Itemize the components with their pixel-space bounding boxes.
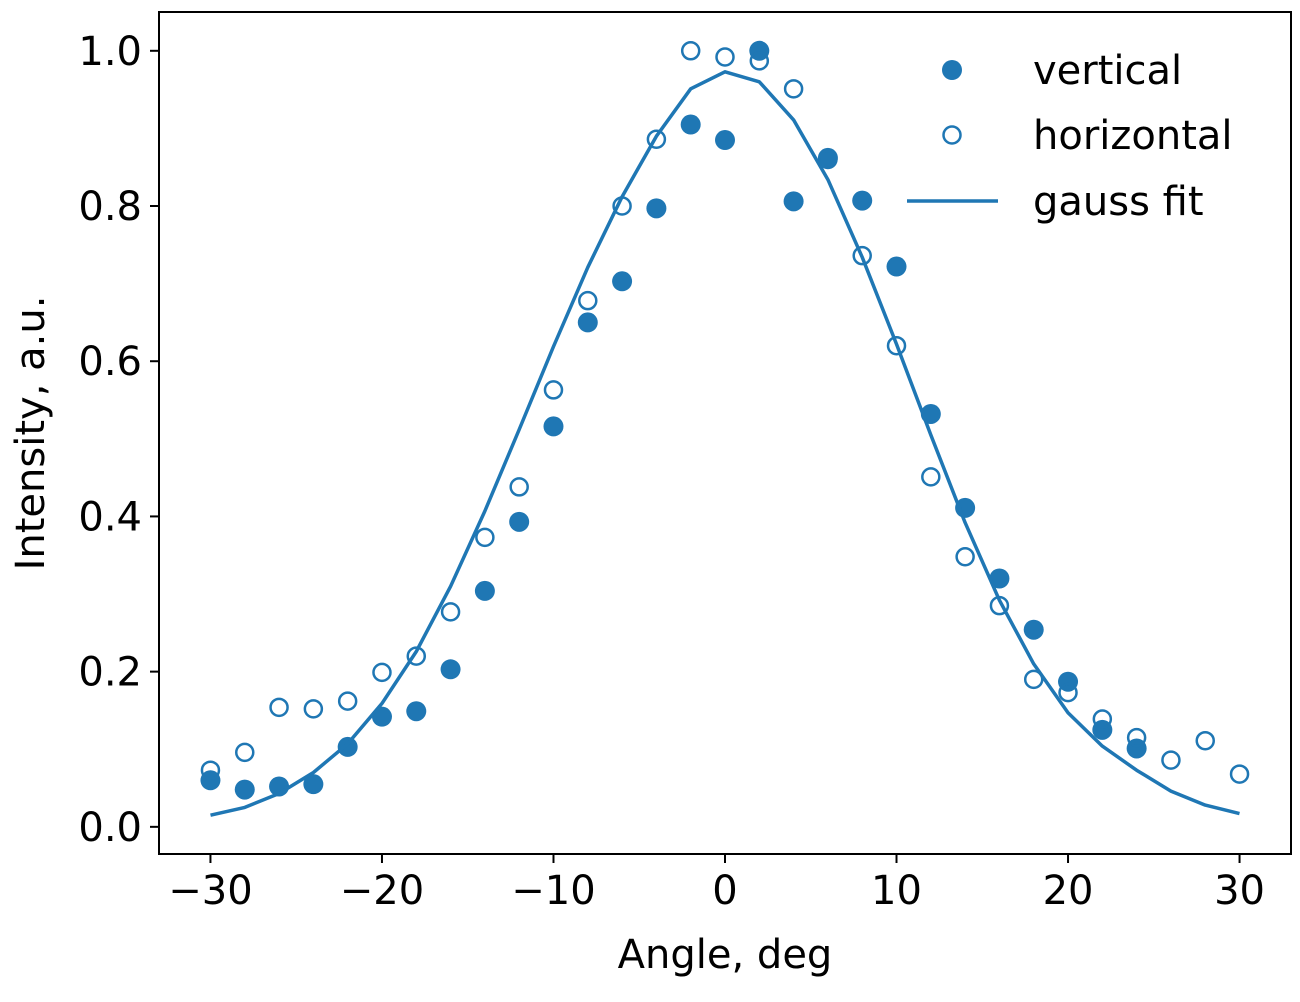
legend-label-gauss-fit: gauss fit bbox=[1033, 179, 1204, 225]
x-axis-ticks: −30 −20 −10 0 10 20 30 bbox=[168, 854, 1265, 914]
point-horizontal bbox=[646, 129, 667, 150]
y-tick-label: 0.6 bbox=[78, 339, 142, 385]
point-horizontal bbox=[406, 646, 427, 666]
series-line-gauss-fit bbox=[210, 70, 1240, 817]
point-horizontal bbox=[303, 699, 324, 719]
point-horizontal bbox=[235, 742, 255, 763]
point-vertical bbox=[543, 416, 564, 437]
point-horizontal bbox=[1023, 669, 1044, 690]
legend: vertical horizontal gauss fit bbox=[907, 48, 1233, 225]
point-vertical bbox=[303, 774, 324, 795]
y-axis-ticks: 0.0 0.2 0.4 0.6 0.8 1.0 bbox=[78, 29, 159, 851]
point-vertical bbox=[886, 256, 907, 277]
point-horizontal bbox=[783, 79, 804, 99]
point-horizontal bbox=[680, 41, 701, 61]
point-horizontal bbox=[886, 335, 907, 356]
point-vertical bbox=[715, 130, 735, 151]
point-horizontal bbox=[372, 662, 392, 683]
point-horizontal bbox=[818, 149, 838, 170]
point-vertical bbox=[852, 190, 873, 211]
y-axis-title: Intensity, a.u. bbox=[8, 296, 54, 571]
point-vertical bbox=[680, 114, 701, 135]
y-tick-label: 1.0 bbox=[78, 29, 142, 75]
point-vertical bbox=[200, 770, 221, 791]
point-vertical bbox=[989, 568, 1010, 589]
point-horizontal bbox=[955, 547, 975, 567]
point-vertical bbox=[646, 198, 667, 219]
point-horizontal bbox=[509, 477, 529, 497]
point-horizontal bbox=[1058, 682, 1078, 703]
point-horizontal bbox=[543, 380, 564, 400]
x-tick-label: −20 bbox=[340, 868, 424, 914]
point-horizontal bbox=[200, 760, 221, 780]
point-vertical bbox=[577, 312, 598, 333]
point-vertical bbox=[474, 580, 495, 601]
y-tick-label: 0.4 bbox=[78, 494, 142, 540]
point-vertical bbox=[509, 511, 530, 532]
point-vertical bbox=[749, 40, 770, 61]
point-horizontal bbox=[852, 245, 872, 266]
point-horizontal bbox=[1229, 764, 1250, 784]
point-horizontal bbox=[1092, 709, 1113, 729]
x-axis-title: Angle, deg bbox=[618, 932, 833, 978]
point-vertical bbox=[406, 701, 427, 722]
point-horizontal bbox=[578, 290, 598, 311]
legend-swatch-vertical bbox=[942, 60, 962, 80]
point-vertical bbox=[1023, 619, 1044, 640]
y-tick-label: 0.0 bbox=[78, 805, 142, 851]
point-vertical bbox=[337, 736, 358, 757]
point-horizontal bbox=[1126, 727, 1147, 748]
point-horizontal bbox=[337, 691, 358, 711]
y-tick-label: 0.2 bbox=[78, 650, 142, 696]
legend-label-vertical: vertical bbox=[1033, 48, 1182, 94]
point-horizontal bbox=[1195, 730, 1215, 751]
x-tick-label: 10 bbox=[871, 868, 922, 914]
point-vertical bbox=[783, 191, 804, 212]
point-vertical bbox=[440, 659, 461, 680]
x-tick-label: −30 bbox=[168, 868, 252, 914]
point-horizontal bbox=[475, 527, 495, 548]
point-vertical bbox=[234, 779, 255, 800]
point-horizontal bbox=[715, 47, 735, 67]
y-tick-label: 0.8 bbox=[78, 184, 142, 230]
point-vertical bbox=[612, 271, 633, 292]
x-tick-label: −10 bbox=[511, 868, 595, 914]
point-horizontal bbox=[749, 51, 770, 71]
legend-label-horizontal: horizontal bbox=[1033, 113, 1233, 159]
x-tick-label: 20 bbox=[1043, 868, 1094, 914]
point-horizontal bbox=[269, 697, 289, 718]
point-horizontal bbox=[1161, 750, 1181, 770]
x-tick-label: 0 bbox=[712, 868, 737, 914]
point-horizontal bbox=[921, 467, 941, 487]
x-tick-label: 30 bbox=[1214, 868, 1265, 914]
point-horizontal bbox=[440, 602, 461, 622]
plot-area bbox=[200, 40, 1250, 817]
legend-swatch-horizontal bbox=[942, 125, 962, 145]
